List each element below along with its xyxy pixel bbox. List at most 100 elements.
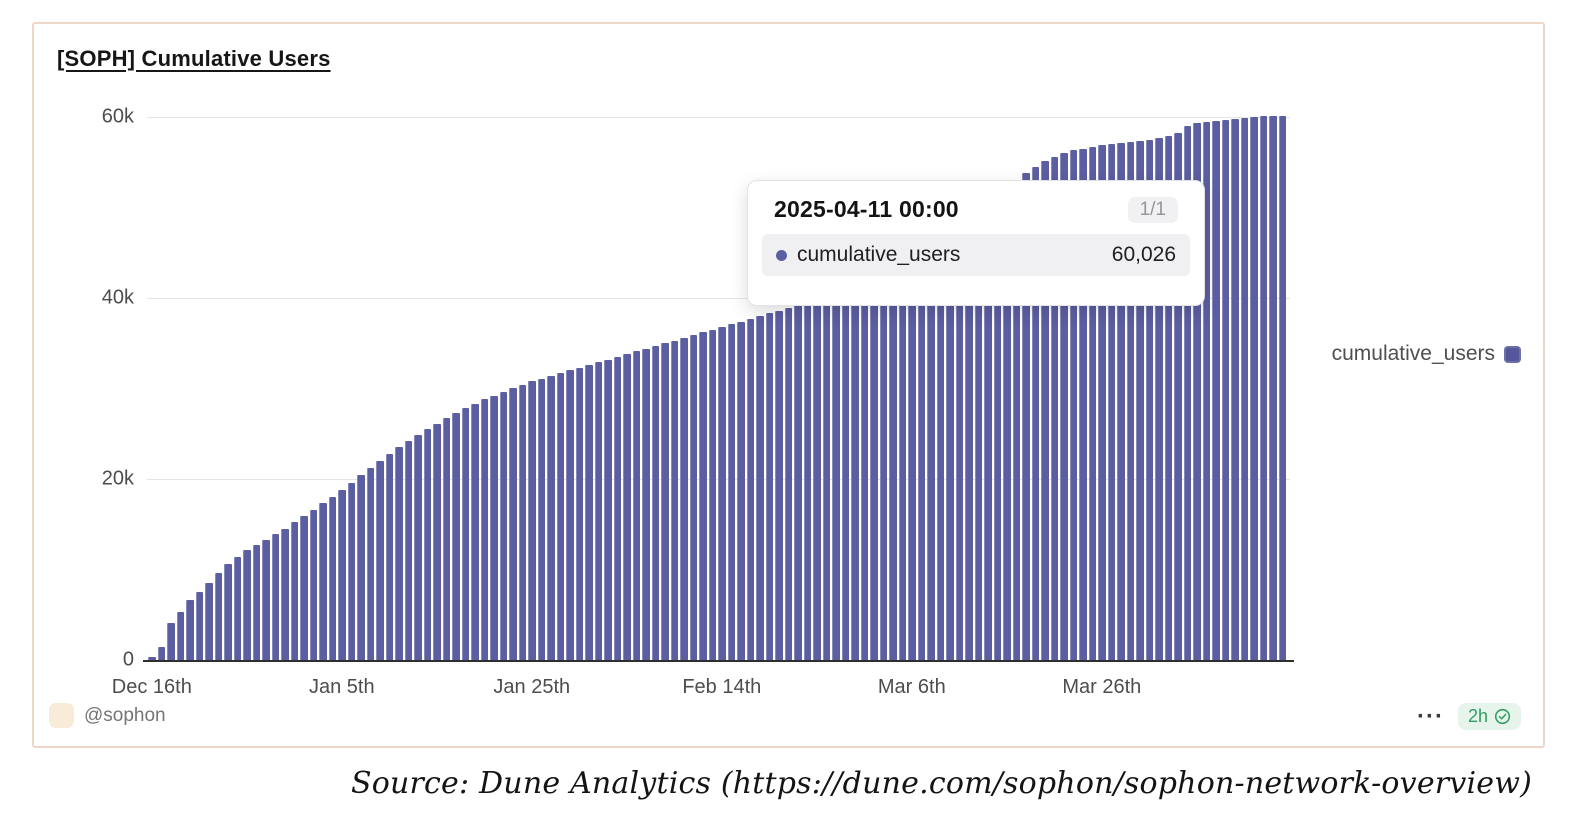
bar[interactable]: [1069, 150, 1078, 660]
bar[interactable]: [1107, 144, 1116, 660]
bar[interactable]: [1231, 119, 1239, 660]
bar[interactable]: [1031, 167, 1040, 660]
bar[interactable]: [499, 392, 508, 660]
bar[interactable]: [490, 396, 498, 660]
bar[interactable]: [1174, 133, 1182, 660]
bar[interactable]: [898, 251, 907, 660]
bar[interactable]: [1164, 136, 1173, 660]
bar[interactable]: [1117, 143, 1125, 660]
bar[interactable]: [338, 490, 346, 660]
bar[interactable]: [547, 376, 555, 660]
bar[interactable]: [157, 647, 166, 660]
bar[interactable]: [1041, 161, 1049, 660]
bar[interactable]: [794, 305, 802, 660]
bar[interactable]: [1259, 116, 1268, 660]
bar[interactable]: [1221, 120, 1230, 660]
bar[interactable]: [718, 327, 726, 660]
legend[interactable]: cumulative_users: [1332, 342, 1521, 366]
freshness-badge[interactable]: 2h: [1457, 703, 1521, 730]
bar[interactable]: [737, 322, 745, 660]
bar[interactable]: [205, 583, 213, 660]
bar[interactable]: [708, 330, 717, 660]
bar[interactable]: [300, 516, 308, 660]
bar[interactable]: [642, 349, 650, 660]
bar[interactable]: [860, 273, 869, 660]
bar[interactable]: [775, 311, 783, 660]
bar[interactable]: [1050, 157, 1059, 660]
bar[interactable]: [271, 534, 280, 660]
bar[interactable]: [1088, 147, 1097, 660]
bar[interactable]: [167, 623, 175, 660]
bar[interactable]: [518, 385, 527, 660]
bar[interactable]: [1136, 141, 1144, 660]
bar[interactable]: [1202, 122, 1211, 660]
bar[interactable]: [594, 362, 603, 660]
bar[interactable]: [803, 302, 812, 660]
bar[interactable]: [528, 381, 536, 660]
bar[interactable]: [1155, 138, 1163, 660]
bar[interactable]: [252, 545, 261, 660]
bar[interactable]: [1212, 121, 1220, 660]
bar[interactable]: [319, 503, 327, 660]
bar[interactable]: [955, 218, 964, 660]
bar[interactable]: [509, 388, 517, 660]
bar[interactable]: [471, 404, 479, 660]
bar[interactable]: [290, 522, 299, 660]
bar[interactable]: [1269, 116, 1277, 660]
bar[interactable]: [699, 332, 707, 660]
bar[interactable]: [661, 343, 669, 660]
bar[interactable]: [461, 408, 470, 660]
bar[interactable]: [993, 193, 1002, 660]
bar[interactable]: [1278, 116, 1287, 660]
bar[interactable]: [1098, 145, 1106, 660]
bar[interactable]: [870, 267, 878, 660]
bar[interactable]: [328, 497, 337, 660]
bar[interactable]: [1022, 173, 1030, 660]
bar[interactable]: [357, 475, 365, 660]
bar[interactable]: [480, 399, 489, 660]
bar[interactable]: [224, 564, 232, 660]
bar[interactable]: [651, 346, 660, 660]
bar[interactable]: [214, 573, 223, 660]
bar[interactable]: [879, 262, 888, 660]
bar[interactable]: [452, 413, 460, 660]
bar[interactable]: [613, 357, 622, 660]
bar[interactable]: [195, 592, 204, 660]
bar[interactable]: [1003, 187, 1011, 660]
bar[interactable]: [908, 246, 916, 660]
bar[interactable]: [243, 550, 251, 660]
bar[interactable]: [832, 289, 840, 660]
bar[interactable]: [822, 293, 831, 660]
bar[interactable]: [765, 313, 774, 660]
bar[interactable]: [936, 229, 945, 660]
bar[interactable]: [670, 341, 679, 660]
bar[interactable]: [537, 379, 546, 660]
bar[interactable]: [623, 354, 631, 660]
bar[interactable]: [784, 308, 793, 660]
bar[interactable]: [309, 510, 318, 660]
bar[interactable]: [1145, 140, 1154, 660]
bar[interactable]: [632, 351, 641, 660]
bar[interactable]: [946, 224, 954, 660]
bar[interactable]: [727, 324, 736, 660]
bar[interactable]: [262, 540, 270, 660]
bar[interactable]: [917, 240, 926, 660]
bar[interactable]: [385, 454, 394, 660]
bar[interactable]: [442, 418, 451, 660]
bar[interactable]: [376, 461, 384, 660]
bar[interactable]: [414, 435, 422, 660]
bar[interactable]: [680, 338, 688, 660]
bar[interactable]: [841, 284, 850, 660]
bar[interactable]: [604, 360, 612, 660]
bar[interactable]: [404, 441, 413, 660]
bar[interactable]: [148, 657, 156, 660]
bar[interactable]: [575, 368, 584, 660]
bar[interactable]: [366, 468, 375, 660]
author-block[interactable]: @sophon: [49, 703, 166, 728]
more-options-button[interactable]: ···: [1416, 703, 1444, 730]
bar[interactable]: [1193, 123, 1201, 660]
bar[interactable]: [281, 529, 289, 660]
bar[interactable]: [423, 429, 432, 660]
bar[interactable]: [233, 557, 242, 660]
bar[interactable]: [965, 212, 973, 660]
